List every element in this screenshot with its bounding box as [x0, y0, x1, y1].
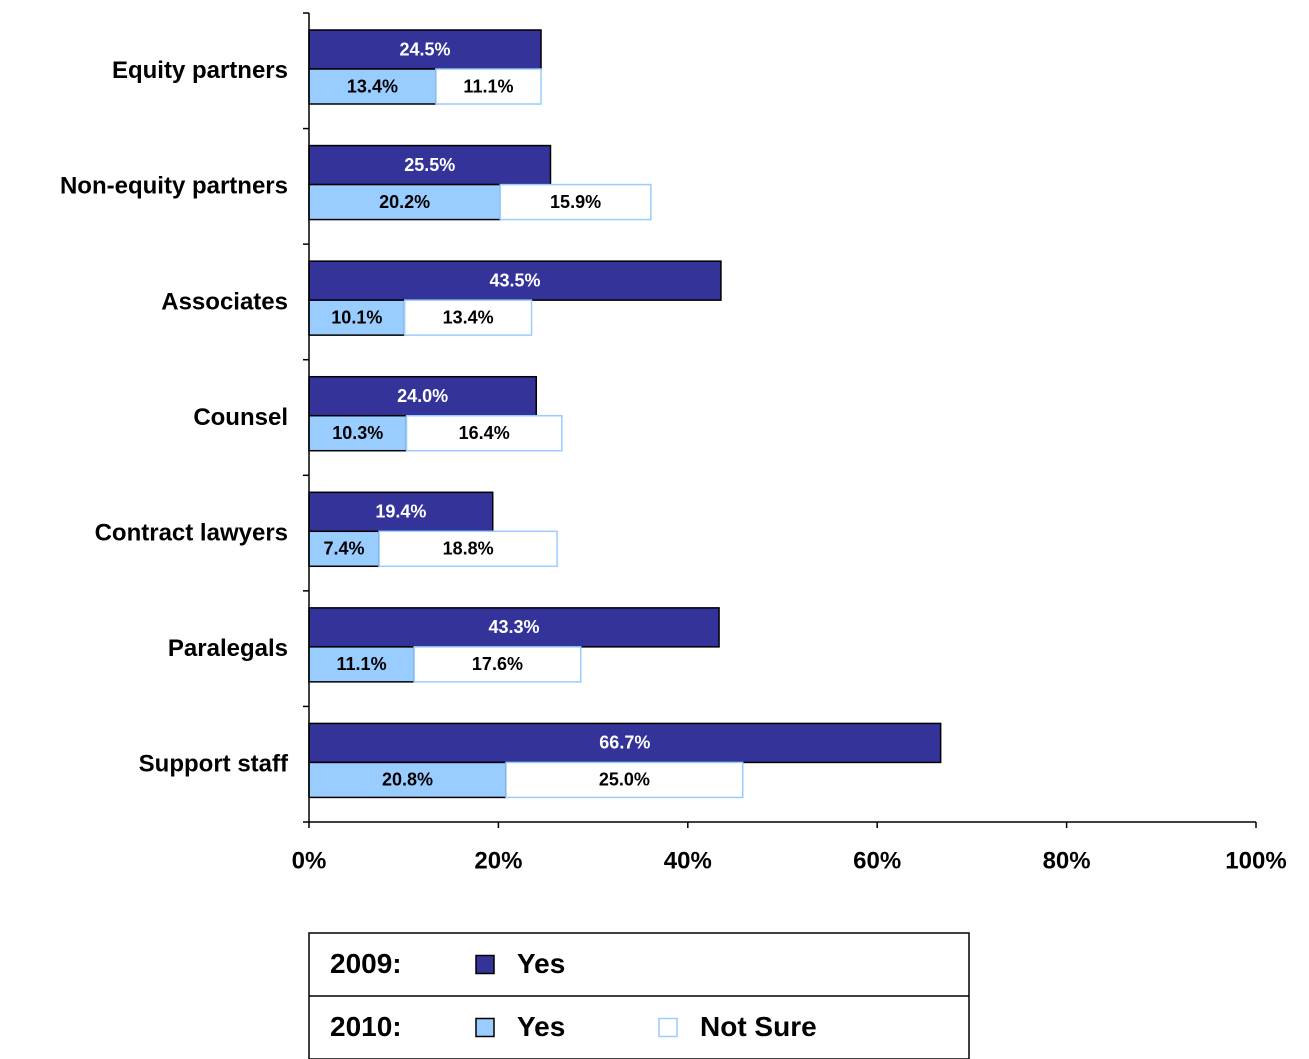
value-label: 13.4%	[443, 307, 494, 327]
value-label: 17.6%	[472, 654, 523, 674]
x-tick-label: 100%	[1225, 847, 1286, 874]
value-label: 15.9%	[550, 192, 601, 212]
category-label: Support staff	[139, 751, 289, 778]
bar	[499, 183, 652, 221]
value-label: 11.1%	[337, 654, 387, 674]
bar	[308, 761, 507, 799]
legend-group-label: 2010:	[330, 1011, 402, 1042]
bar	[308, 375, 538, 417]
value-label: 10.3%	[332, 423, 383, 443]
value-label: 25.5%	[404, 155, 455, 175]
legend-label: Yes	[517, 948, 565, 979]
value-label: 25.0%	[599, 770, 650, 790]
category-label: Contract lawyers	[95, 519, 288, 546]
category-label: Non-equity partners	[60, 173, 288, 200]
legend-label: Not Sure	[700, 1011, 817, 1042]
bar	[308, 530, 380, 568]
value-label: 13.4%	[347, 76, 398, 96]
legend-group-label: 2009:	[330, 948, 402, 979]
x-tick-label: 40%	[664, 847, 712, 874]
x-tick-label: 80%	[1043, 847, 1091, 874]
bar	[308, 183, 502, 221]
value-label: 11.1%	[463, 76, 513, 96]
category-label: Associates	[161, 288, 288, 315]
value-label: 16.4%	[459, 423, 510, 443]
value-label: 10.1%	[331, 307, 382, 327]
category-label: Equity partners	[112, 57, 288, 84]
bar	[505, 761, 744, 799]
legend-swatch	[475, 954, 495, 975]
category-label: Paralegals	[168, 635, 288, 662]
bar	[405, 414, 563, 452]
bar	[308, 68, 437, 105]
value-label: 43.5%	[489, 270, 540, 290]
bar	[378, 530, 558, 568]
value-label: 18.8%	[443, 539, 494, 559]
value-label: 7.4%	[324, 539, 365, 559]
value-label: 19.4%	[375, 502, 426, 522]
category-label: Counsel	[193, 404, 288, 431]
value-label: 24.0%	[397, 386, 448, 406]
x-tick-label: 60%	[853, 847, 901, 874]
value-label: 66.7%	[599, 733, 650, 753]
legend-swatch	[475, 1017, 495, 1038]
bar	[308, 144, 552, 186]
bar	[308, 29, 542, 70]
bar	[308, 722, 942, 764]
value-label: 24.5%	[399, 39, 450, 59]
x-tick-label: 20%	[474, 847, 522, 874]
value-label: 20.2%	[379, 192, 430, 212]
value-label: 20.8%	[382, 770, 433, 790]
legend-swatch	[658, 1017, 678, 1038]
legend-label: Yes	[517, 1011, 565, 1042]
bar	[413, 646, 582, 683]
x-tick-label: 0%	[292, 847, 327, 874]
value-label: 43.3%	[489, 617, 540, 637]
bar	[435, 68, 542, 105]
bar	[403, 299, 533, 336]
